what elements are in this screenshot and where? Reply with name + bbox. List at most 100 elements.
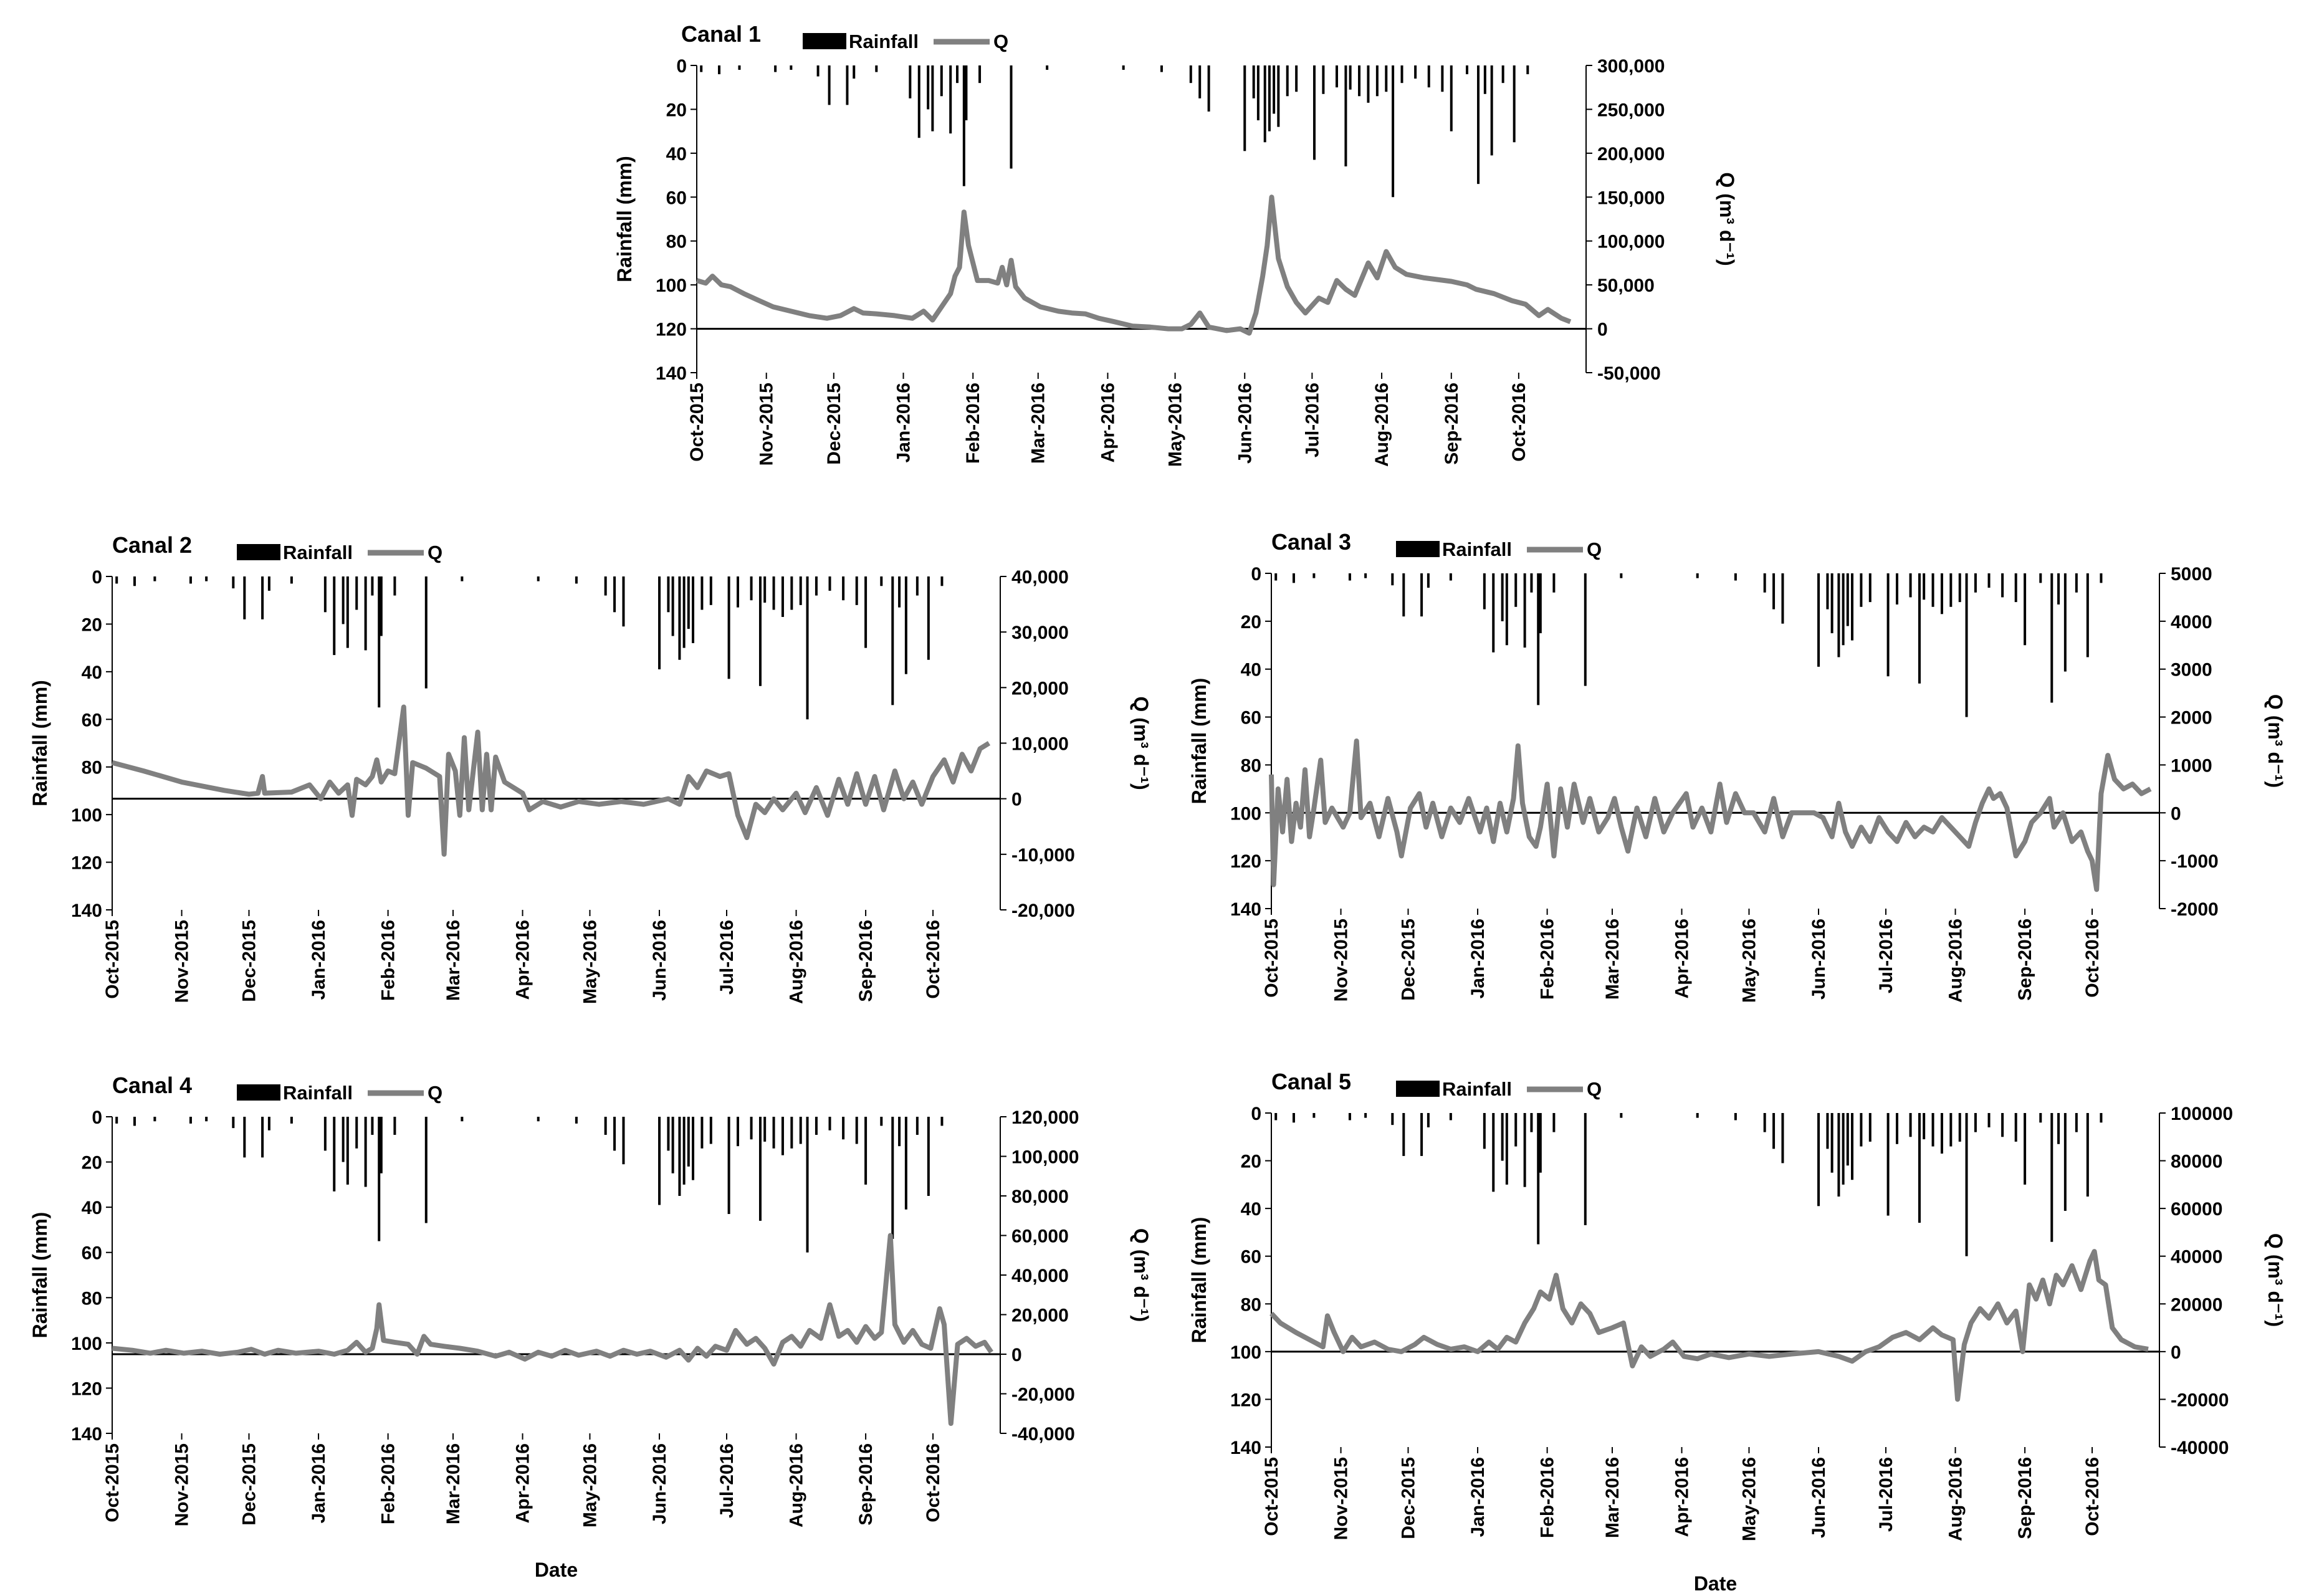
rainfall-bar bbox=[687, 576, 690, 629]
rainfall-bar bbox=[898, 1117, 901, 1147]
rainfall-bar bbox=[1949, 1113, 1953, 1147]
q-series-line bbox=[1269, 738, 2152, 892]
rainfall-bar bbox=[1530, 573, 1533, 593]
legend-rainfall-swatch bbox=[237, 1084, 280, 1101]
x-tick-label: Oct-2016 bbox=[923, 920, 944, 999]
rainfall-bar bbox=[750, 1117, 753, 1140]
rainfall-bar bbox=[940, 1117, 944, 1126]
rainfall-bar bbox=[1817, 1113, 1820, 1207]
rain-tick-label: 20 bbox=[1241, 1152, 1261, 1172]
x-axis-title: Date bbox=[1694, 1572, 1737, 1595]
rainfall-bar bbox=[189, 576, 192, 584]
rainfall-bar bbox=[898, 576, 901, 608]
rainfall-bar bbox=[1010, 65, 1013, 169]
rainfall-bar bbox=[772, 1117, 775, 1149]
x-tick-label: Nov-2015 bbox=[757, 383, 777, 466]
rainfall-bar bbox=[1490, 65, 1493, 156]
chart-canal-2: Canal 2 Rainfall Q 0 20 40 60 80 100 120 140 Rainfa… bbox=[29, 532, 1152, 1004]
q-tick-label: 200,000 bbox=[1597, 144, 1665, 165]
rainfall-bar bbox=[1477, 65, 1480, 184]
rainfall-bar bbox=[115, 576, 118, 584]
chart-canal-5: Canal 5 Rainfall Q 0 20 40 60 80 100 120 140 Rainfa… bbox=[1188, 1069, 2287, 1595]
rain-tick-label: 0 bbox=[1251, 1104, 1261, 1124]
rain-tick-label: 100 bbox=[656, 275, 687, 296]
rainfall-bar bbox=[1734, 1113, 1737, 1121]
rainfall-bar bbox=[613, 576, 616, 613]
rainfall-bar bbox=[1958, 573, 1961, 603]
x-tick-label: Jan-2016 bbox=[894, 383, 914, 462]
rainfall-bar bbox=[1909, 1113, 1912, 1137]
x-tick-label: Dec-2015 bbox=[1398, 919, 1419, 1001]
legend-rainfall-label: Rainfall bbox=[283, 542, 353, 563]
rainfall-bar bbox=[1349, 65, 1352, 90]
rainfall-bar bbox=[1391, 1113, 1394, 1125]
rainfall-bar bbox=[1292, 1113, 1295, 1123]
x-tick-label: Nov-2015 bbox=[172, 1443, 193, 1526]
rainfall-bar bbox=[828, 1117, 831, 1130]
rainfall-bar bbox=[1501, 65, 1504, 84]
q-tick-label: 0 bbox=[2171, 1342, 2181, 1363]
rainfall-bar bbox=[364, 576, 367, 651]
q-tick-label: 20000 bbox=[2171, 1294, 2222, 1315]
rain-tick-label: 20 bbox=[82, 1153, 102, 1173]
rainfall-bar bbox=[1842, 1113, 1845, 1185]
rain-tick-label: 80 bbox=[82, 758, 102, 778]
rainfall-bar bbox=[806, 576, 809, 720]
rainfall-bar bbox=[1466, 65, 1469, 75]
rain-tick-label: 0 bbox=[92, 567, 102, 588]
rainfall-bar bbox=[682, 1117, 686, 1185]
rain-tick-label: 20 bbox=[666, 100, 687, 120]
rainfall-bar bbox=[1198, 65, 1202, 98]
rainfall-bar bbox=[1420, 1113, 1423, 1156]
rainfall-bar bbox=[232, 576, 235, 589]
rainfall-bar bbox=[1940, 573, 1943, 614]
rainfall-bar bbox=[2024, 573, 2027, 646]
rainfall-bar bbox=[355, 1117, 358, 1149]
rain-tick-label: 120 bbox=[71, 853, 102, 874]
rainfall-bar bbox=[2075, 1113, 2078, 1132]
x-tick-label: Mar-2016 bbox=[1602, 1457, 1623, 1538]
rain-tick-label: 80 bbox=[82, 1288, 102, 1309]
rainfall-bar bbox=[709, 576, 712, 605]
rainfall-bar bbox=[917, 65, 920, 138]
rainfall-bar bbox=[1940, 1113, 1943, 1154]
rainfall-bar bbox=[1931, 573, 1934, 607]
rainfall-bar bbox=[364, 1117, 367, 1187]
rainfall-bar bbox=[700, 65, 703, 72]
rainfall-bar bbox=[931, 65, 934, 131]
rainfall-bar bbox=[378, 1117, 381, 1241]
rainfall-bar bbox=[864, 1117, 868, 1185]
rainfall-bar bbox=[1851, 573, 1854, 641]
rainfall-bar bbox=[1122, 65, 1125, 70]
rainfall-bar bbox=[915, 1117, 919, 1135]
rainfall-bar bbox=[537, 1117, 540, 1122]
rainfall-bar bbox=[1483, 1113, 1486, 1149]
rainfall-bar bbox=[2014, 573, 2017, 603]
rain-tick-label: 140 bbox=[656, 363, 687, 384]
rain-tick-label: 60 bbox=[82, 710, 102, 730]
q-series-line bbox=[1269, 1249, 2149, 1402]
rainfall-bar bbox=[1974, 573, 1977, 593]
rainfall-bar bbox=[1781, 1113, 1784, 1164]
rainfall-bar bbox=[1958, 1113, 1961, 1142]
rainfall-bar bbox=[949, 65, 952, 134]
rainfall-bar bbox=[799, 576, 802, 605]
rainfall-bar bbox=[1273, 65, 1276, 114]
q-tick-label: 0 bbox=[2171, 803, 2181, 824]
rainfall-bar bbox=[758, 576, 762, 686]
rainfall-bar bbox=[2086, 1113, 2089, 1197]
rainfall-bar bbox=[2014, 1113, 2017, 1142]
rainfall-bar bbox=[927, 576, 930, 660]
x-tick-label: Jan-2016 bbox=[1468, 919, 1488, 998]
rainfall-bar bbox=[1895, 1113, 1898, 1144]
rainfall-bar bbox=[1696, 1113, 1699, 1118]
rainfall-bar bbox=[1358, 65, 1361, 97]
x-tick-label: Apr-2016 bbox=[513, 1443, 533, 1523]
legend-rainfall-swatch bbox=[1396, 541, 1440, 557]
rain-tick-label: 80 bbox=[1241, 1294, 1261, 1315]
x-tick-label: Oct-2015 bbox=[1261, 919, 1282, 998]
rainfall-bar bbox=[1505, 573, 1508, 646]
x-tick-label: Jan-2016 bbox=[1468, 1457, 1488, 1537]
rainfall-bar bbox=[622, 1117, 625, 1165]
rainfall-bar bbox=[678, 576, 681, 660]
